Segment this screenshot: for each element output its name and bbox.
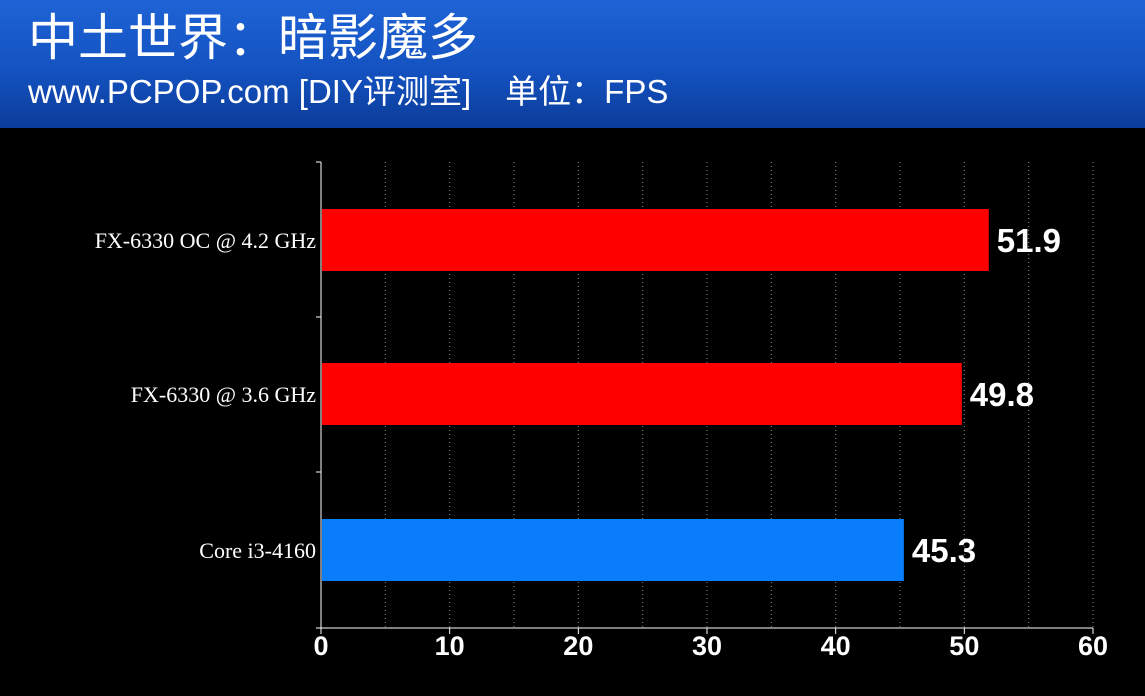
x-tick-label: 20 — [563, 631, 593, 661]
subtitle-unit: 单位：FPS — [505, 73, 669, 110]
labels: 0 10 20 30 40 50 60 FX-6330 OC @ 4.2 GHz 51.9 FX-… — [95, 222, 1108, 661]
x-tick-label: 50 — [949, 631, 979, 661]
category-label: FX-6330 @ 3.6 GHz — [131, 382, 316, 407]
x-tick-label: 10 — [435, 631, 465, 661]
x-tick-label: 60 — [1078, 631, 1108, 661]
data-label: 51.9 — [997, 222, 1061, 259]
category-label: FX-6330 OC @ 4.2 GHz — [95, 228, 317, 253]
chart-title: 中土世界：暗影魔多 — [28, 9, 478, 67]
bars — [322, 209, 989, 581]
category-label: Core i3-4160 — [199, 538, 316, 563]
data-label: 45.3 — [912, 532, 976, 569]
bar — [322, 519, 904, 581]
subtitle-site: www.PCPOP.com [DIY评测室] — [28, 73, 472, 110]
bar — [322, 209, 989, 271]
data-label: 49.8 — [970, 376, 1034, 413]
x-tick-label: 40 — [821, 631, 851, 661]
bar — [322, 363, 962, 425]
x-tick-label: 0 — [313, 631, 328, 661]
x-tick-label: 30 — [692, 631, 722, 661]
header-banner: 中土世界：暗影魔多 www.PCPOP.com [DIY评测室] 单位：FPS — [0, 0, 1145, 128]
axes — [316, 161, 1094, 634]
chart-subtitle: www.PCPOP.com [DIY评测室] 单位：FPS — [28, 72, 668, 112]
